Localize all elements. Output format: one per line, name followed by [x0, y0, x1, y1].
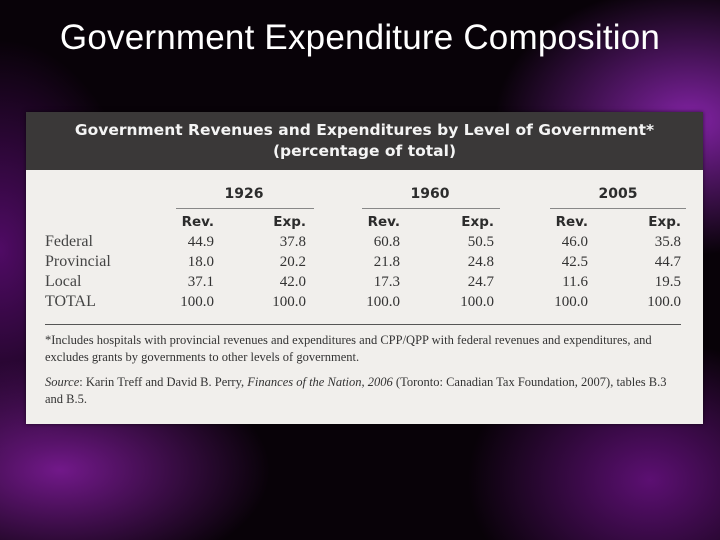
table-cell: 100.0: [460, 294, 494, 310]
source-authors: : Karin Treff and David B. Perry,: [79, 375, 248, 389]
year-underline: [550, 208, 686, 209]
table-cell: 37.8: [279, 234, 306, 250]
table-cell: 42.0: [279, 274, 306, 290]
table-source: Source: Karin Treff and David B. Perry, …: [45, 374, 685, 408]
table-cell: 11.6: [562, 274, 588, 290]
source-label: Source: [45, 375, 80, 389]
table-cell: 100.0: [647, 294, 681, 310]
table-title: Government Revenues and Expenditures by …: [74, 121, 655, 139]
table-cell: 24.8: [467, 254, 494, 270]
table-cell: 44.7: [654, 254, 681, 270]
table-cell: 35.8: [654, 234, 681, 250]
slide-title: Government Expenditure Composition: [59, 18, 661, 57]
row-label-local: Local: [45, 273, 82, 290]
table-divider: [45, 324, 681, 325]
table-cell: 37.1: [187, 274, 214, 290]
year-underline: [362, 208, 500, 209]
year-underline: [176, 208, 314, 209]
row-label-total: TOTAL: [45, 293, 96, 310]
table-cell: 18.0: [187, 254, 214, 270]
table-footnote: *Includes hospitals with provincial reve…: [45, 333, 652, 364]
table-cell: 44.9: [187, 234, 214, 250]
table-cell: 19.5: [654, 274, 681, 290]
col-header-rev-1926: Rev.: [181, 214, 214, 230]
year-header-1926: 1926: [224, 186, 264, 202]
col-header-exp-1926: Exp.: [273, 214, 306, 230]
table-cell: 42.5: [561, 254, 588, 270]
table-cell: 24.7: [467, 274, 494, 290]
table-cell: 50.5: [467, 234, 494, 250]
source-details: (Toronto: Canadian Tax Foundation, 2007)…: [45, 375, 667, 406]
table-cell: 100.0: [554, 294, 588, 310]
table-cell: 20.2: [279, 254, 306, 270]
table-cell: 46.0: [561, 234, 588, 250]
col-header-exp-1960: Exp.: [461, 214, 494, 230]
table-cell: 21.8: [373, 254, 400, 270]
table-cell: 100.0: [180, 294, 214, 310]
table-cell: 100.0: [366, 294, 400, 310]
row-label-federal: Federal: [45, 233, 93, 250]
year-header-1960: 1960: [410, 186, 450, 202]
source-publication: Finances of the Nation, 2006: [247, 375, 393, 389]
col-header-rev-1960: Rev.: [367, 214, 400, 230]
col-header-exp-2005: Exp.: [648, 214, 681, 230]
table-image-panel: Government Revenues and Expenditures by …: [26, 112, 703, 424]
table-header: Government Revenues and Expenditures by …: [26, 112, 703, 170]
year-header-2005: 2005: [598, 186, 638, 202]
table-cell: 100.0: [272, 294, 306, 310]
row-label-provincial: Provincial: [45, 253, 111, 270]
col-header-rev-2005: Rev.: [555, 214, 588, 230]
table-cell: 60.8: [373, 234, 400, 250]
table-cell: 17.3: [373, 274, 400, 290]
table-subtitle: (percentage of total): [272, 142, 457, 160]
